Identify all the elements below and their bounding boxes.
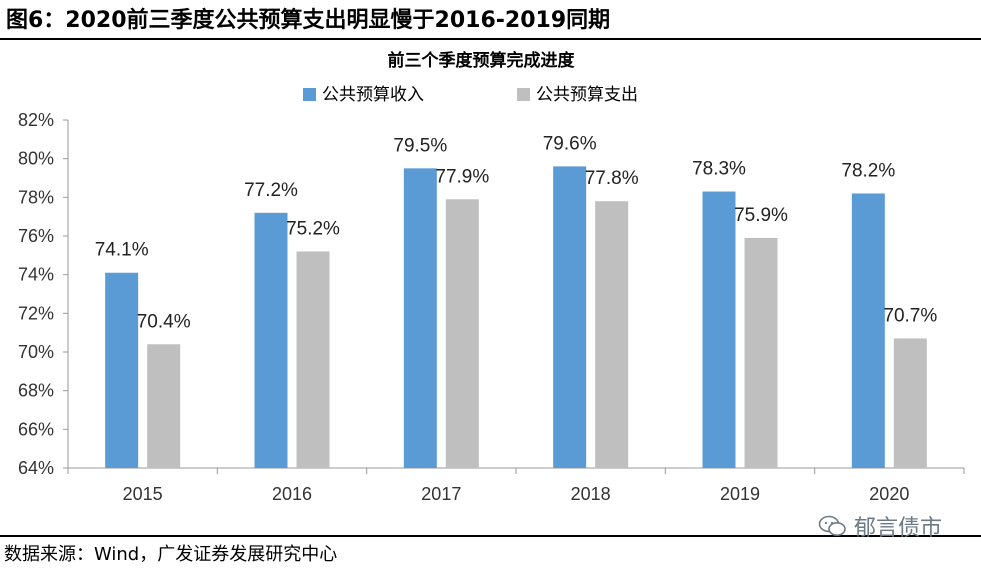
bar-revenue-2020 xyxy=(851,193,885,468)
y-tick-label: 66% xyxy=(18,419,54,439)
data-label-revenue-2019: 78.3% xyxy=(692,159,746,180)
source-note: 数据来源：Wind，广发证券发展研究中心 xyxy=(4,544,338,565)
data-label-revenue-2015: 74.1% xyxy=(95,240,149,261)
y-tick-label: 80% xyxy=(18,149,54,169)
bar-expenditure-2016 xyxy=(296,251,330,468)
figure-title: 图6：2020前三季度公共预算支出明显慢于2016-2019同期 xyxy=(6,8,611,33)
bar-expenditure-2015 xyxy=(147,344,181,468)
data-label-revenue-2016: 77.2% xyxy=(244,180,298,201)
wechat-icon xyxy=(818,515,846,536)
x-tick-label: 2016 xyxy=(272,484,312,504)
bar-revenue-2015 xyxy=(105,272,139,468)
x-tick-label: 2019 xyxy=(720,484,760,504)
y-tick-label: 78% xyxy=(18,187,54,207)
bottom-rule xyxy=(0,535,981,537)
bar-revenue-2018 xyxy=(553,166,587,468)
data-label-revenue-2017: 79.5% xyxy=(393,135,447,156)
bar-expenditure-2019 xyxy=(744,237,778,468)
data-label-expenditure-2019: 75.9% xyxy=(734,205,788,226)
data-label-revenue-2018: 79.6% xyxy=(543,133,597,154)
data-label-expenditure-2017: 77.9% xyxy=(435,166,489,187)
x-tick-label: 2015 xyxy=(123,484,163,504)
bars xyxy=(105,166,927,469)
bar-expenditure-2020 xyxy=(893,338,927,468)
x-tick-label: 2017 xyxy=(421,484,461,504)
y-tick-label: 72% xyxy=(18,303,54,323)
top-rule xyxy=(0,38,981,40)
chart-title: 前三个季度预算完成进度 xyxy=(388,50,576,71)
legend-label-1: 公共预算收入 xyxy=(322,85,424,105)
watermark: 郁言债市 xyxy=(818,510,942,542)
legend: 公共预算收入 公共预算支出 xyxy=(303,85,638,105)
y-tick-label: 76% xyxy=(18,226,54,246)
y-tick-label: 68% xyxy=(18,381,54,401)
y-tick-label: 70% xyxy=(18,342,54,362)
bar-revenue-2019 xyxy=(702,191,736,469)
data-label-expenditure-2016: 75.2% xyxy=(286,218,340,239)
x-tick-label: 2020 xyxy=(869,484,909,504)
bar-expenditure-2017 xyxy=(445,199,479,468)
legend-swatch-2 xyxy=(517,88,530,101)
data-label-revenue-2020: 78.2% xyxy=(841,160,895,181)
data-label-expenditure-2018: 77.8% xyxy=(585,168,639,189)
axes: 64% 66% 68% 70% 72% 74% 76% 78% 80% 82% 2015 2016 20… xyxy=(18,110,965,504)
data-labels: 74.1% 70.4% 77.2% 75.2% 79.5% 77.9% 79.6% 77.8%… xyxy=(95,133,938,332)
bar-expenditure-2018 xyxy=(595,201,629,468)
bar-chart: 前三个季度预算完成进度 公共预算收入 公共预算支出 64% 66% 68% 70% 72%… xyxy=(18,50,965,504)
legend-label-2: 公共预算支出 xyxy=(536,85,638,105)
y-tick-label: 82% xyxy=(18,110,54,130)
legend-swatch-1 xyxy=(303,88,316,101)
data-label-expenditure-2015: 70.4% xyxy=(137,311,191,332)
bar-revenue-2017 xyxy=(403,168,437,469)
y-tick-label: 64% xyxy=(18,458,54,478)
data-label-expenditure-2020: 70.7% xyxy=(883,305,937,326)
y-tick-label: 74% xyxy=(18,265,54,285)
x-tick-label: 2018 xyxy=(571,484,611,504)
bar-revenue-2016 xyxy=(254,212,288,468)
watermark-text: 郁言债市 xyxy=(854,516,943,541)
